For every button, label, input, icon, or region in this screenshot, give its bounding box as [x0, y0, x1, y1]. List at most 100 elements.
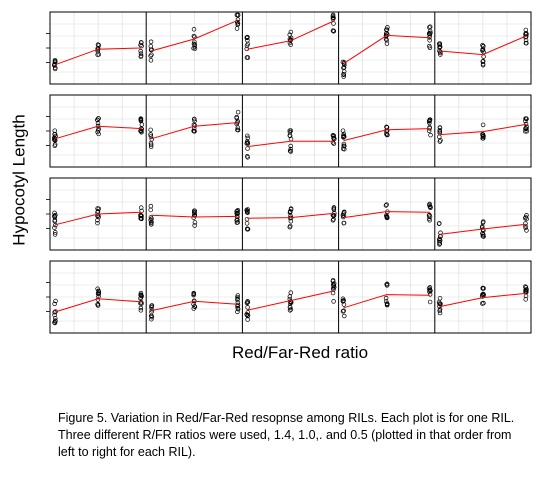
- data-point: [95, 220, 100, 226]
- data-point: [342, 146, 347, 152]
- data-point: [235, 297, 240, 302]
- data-point: [524, 228, 529, 233]
- data-point: [287, 128, 293, 133]
- data-point: [341, 220, 347, 226]
- panel-row: [46, 94, 532, 168]
- data-point: [191, 27, 197, 32]
- data-point: [383, 295, 389, 301]
- data-point: [340, 309, 346, 314]
- data-point: [437, 134, 442, 140]
- data-point: [331, 141, 337, 146]
- data-point: [341, 141, 347, 147]
- data-point: [192, 123, 198, 128]
- data-point: [234, 211, 239, 216]
- data-point: [330, 285, 336, 291]
- data-point: [148, 140, 154, 146]
- data-point: [192, 118, 197, 124]
- mean-line: [151, 19, 238, 52]
- data-point: [480, 301, 485, 306]
- data-point: [245, 226, 251, 232]
- data-point: [437, 139, 443, 144]
- data-point: [287, 294, 293, 299]
- data-point: [148, 220, 154, 225]
- data-point: [481, 133, 486, 139]
- mean-line: [439, 223, 527, 235]
- data-point: [245, 207, 250, 212]
- data-point: [192, 223, 197, 228]
- data-point: [245, 55, 251, 60]
- data-point: [384, 281, 390, 287]
- data-point: [437, 45, 442, 50]
- y-axis-label-container: Hypocotyl Length: [9, 60, 31, 300]
- data-point: [287, 305, 293, 310]
- data-point: [288, 219, 294, 224]
- data-point: [340, 128, 346, 133]
- mean-line: [439, 292, 527, 308]
- data-point: [437, 236, 442, 242]
- data-point: [523, 121, 529, 127]
- data-point: [52, 210, 57, 216]
- data-point: [149, 316, 154, 322]
- data-point: [95, 120, 101, 126]
- data-point: [437, 128, 443, 133]
- data-point: [523, 129, 528, 134]
- mean-line: [439, 123, 527, 136]
- panel-row: [46, 11, 532, 85]
- data-point: [138, 117, 144, 123]
- data-point: [53, 298, 58, 304]
- data-point: [331, 135, 336, 141]
- mean-line: [247, 20, 334, 50]
- mean-line: [151, 300, 238, 312]
- data-point: [235, 300, 241, 305]
- data-point: [524, 126, 529, 132]
- data-point: [288, 149, 293, 154]
- data-point: [191, 46, 196, 51]
- data-point: [437, 310, 443, 316]
- mean-line: [247, 212, 334, 219]
- data-point: [330, 278, 336, 284]
- panel-row: [46, 177, 532, 251]
- data-point: [523, 293, 529, 299]
- data-point: [437, 221, 442, 226]
- data-point: [288, 143, 293, 149]
- data-point: [331, 133, 336, 138]
- data-point: [139, 216, 144, 222]
- data-point: [523, 285, 529, 290]
- data-point: [427, 38, 432, 43]
- data-point: [287, 210, 293, 215]
- mean-line: [247, 140, 334, 148]
- data-point: [523, 225, 528, 231]
- data-point: [95, 286, 100, 292]
- data-point: [331, 217, 336, 222]
- data-point: [95, 303, 101, 308]
- data-point: [384, 283, 390, 288]
- data-point: [244, 35, 250, 41]
- mean-line: [151, 122, 238, 140]
- data-point: [96, 116, 101, 121]
- data-point: [235, 293, 241, 298]
- data-point: [95, 291, 101, 296]
- data-point: [95, 218, 100, 223]
- data-point: [331, 205, 337, 210]
- data-point: [53, 230, 58, 235]
- data-point: [245, 305, 250, 310]
- data-point: [427, 204, 433, 209]
- mean-line: [54, 298, 142, 313]
- data-point: [288, 35, 294, 41]
- panel-frame: [49, 94, 532, 168]
- data-point: [245, 154, 250, 159]
- data-point: [139, 293, 144, 299]
- data-point: [524, 287, 529, 292]
- data-point: [138, 216, 143, 221]
- data-point: [235, 125, 241, 130]
- panel-frame: [49, 260, 532, 334]
- data-point: [341, 135, 346, 140]
- data-point: [191, 116, 197, 122]
- data-point: [480, 285, 486, 291]
- mean-line: [54, 211, 142, 226]
- data-point: [139, 126, 145, 132]
- data-point: [148, 53, 153, 59]
- data-point: [148, 132, 153, 137]
- panel-frame: [49, 11, 532, 85]
- data-point: [149, 303, 154, 309]
